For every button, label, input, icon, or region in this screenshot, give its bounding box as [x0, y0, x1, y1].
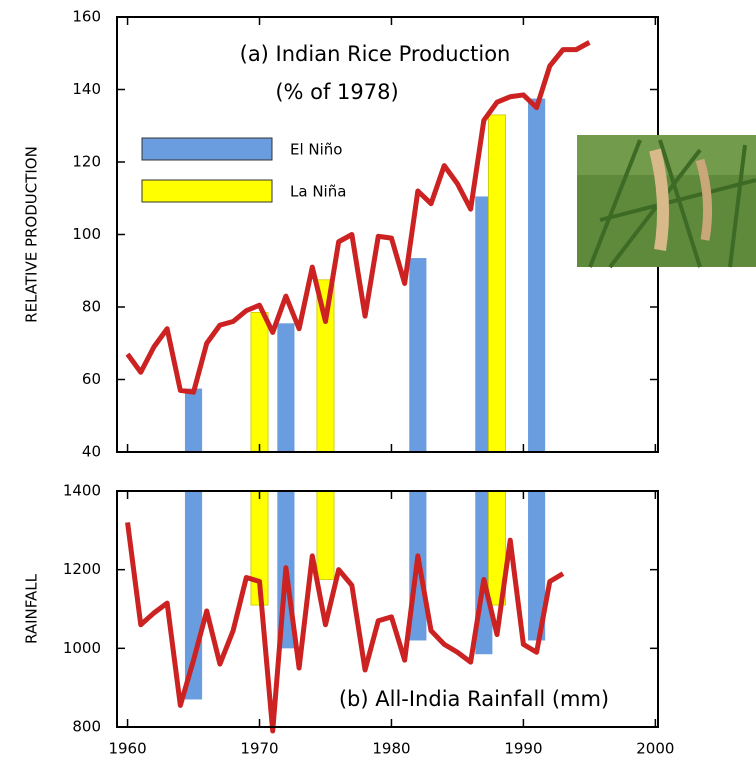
y-tick-label: 40	[82, 443, 101, 461]
y-tick-label: 160	[72, 8, 101, 26]
x-tick-label: 2000	[636, 740, 674, 758]
bar	[250, 312, 269, 453]
legend-label: El Niño	[290, 141, 343, 159]
line	[125, 40, 591, 395]
y-axis-label: RAINFALL	[23, 573, 41, 644]
y-tick-label: 80	[82, 298, 101, 316]
legend-swatch	[141, 179, 273, 203]
chart-title: (a) Indian Rice Production	[240, 42, 511, 66]
bar	[528, 98, 546, 452]
chart-title: (b) All-India Rainfall (mm)	[339, 687, 609, 711]
plot-frame	[116, 490, 659, 728]
x-tick-label: 1960	[108, 740, 146, 758]
y-tick-label: 1000	[63, 639, 101, 657]
x-tick-label: 1990	[504, 740, 542, 758]
legend-label: La Niña	[290, 183, 346, 201]
y-tick-label: 140	[72, 80, 101, 98]
bar	[184, 388, 203, 452]
y-tick-label: 1400	[63, 482, 101, 500]
y-tick-label: 1200	[63, 560, 101, 578]
x-tick-label: 1980	[372, 740, 410, 758]
y-tick-label: 800	[72, 718, 101, 736]
chart-subtitle: (% of 1978)	[275, 80, 398, 104]
bar	[409, 258, 427, 452]
bar	[528, 491, 546, 641]
bar	[277, 323, 295, 452]
bar	[488, 114, 506, 453]
legend-swatch	[141, 137, 273, 161]
photo	[577, 135, 756, 269]
line	[125, 522, 565, 734]
bar	[316, 490, 335, 580]
x-tick-label: 1970	[240, 740, 278, 758]
y-tick-label: 120	[72, 153, 101, 171]
y-tick-label: 60	[82, 370, 101, 388]
y-tick-label: 100	[72, 225, 101, 243]
y-axis-label: RELATIVE PRODUCTION	[23, 146, 41, 323]
